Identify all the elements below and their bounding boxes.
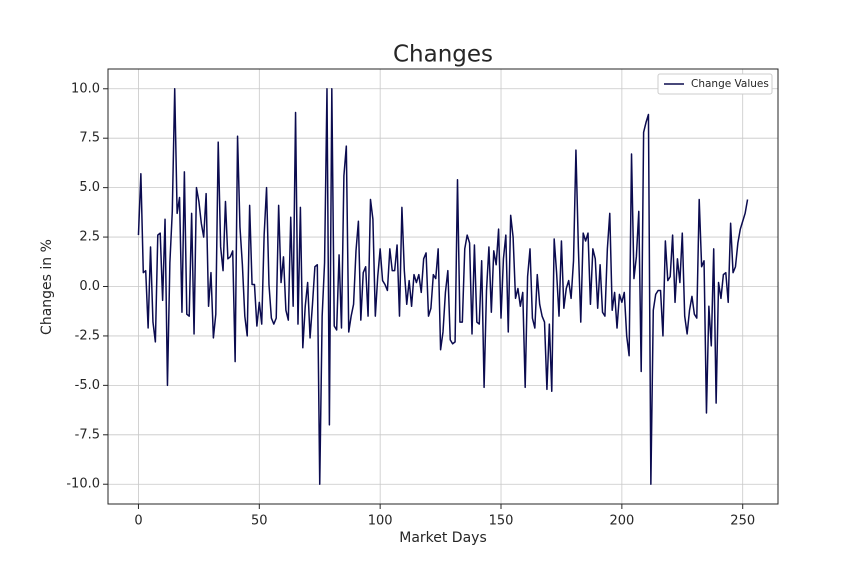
y-tick-label: 0.0: [79, 279, 100, 294]
legend-box: [657, 73, 773, 95]
x-tick-label: 0: [134, 514, 142, 529]
x-tick-label: 150: [489, 514, 514, 529]
plot-frame: [107, 68, 779, 505]
y-tick-label: 7.5: [79, 131, 100, 146]
x-tick-label: 50: [251, 514, 268, 529]
y-tick-label: -10.0: [66, 477, 100, 492]
y-tick-label: 2.5: [79, 230, 100, 245]
x-axis-label: Market Days: [399, 530, 487, 546]
y-tick-label: -7.5: [75, 427, 100, 442]
y-tick-label: 5.0: [79, 180, 100, 195]
y-tick-label: -2.5: [75, 328, 100, 343]
legend-label: Change Values: [691, 78, 769, 90]
chart-title: Changes: [393, 42, 493, 68]
y-axis-label: Changes in %: [39, 239, 55, 335]
x-tick-label: 200: [609, 514, 634, 529]
data-line: [137, 88, 749, 485]
y-tick-label: 10.0: [71, 81, 100, 96]
x-tick-label: 250: [730, 514, 755, 529]
x-tick-label: 100: [368, 514, 393, 529]
y-tick-label: -5.0: [75, 378, 100, 393]
